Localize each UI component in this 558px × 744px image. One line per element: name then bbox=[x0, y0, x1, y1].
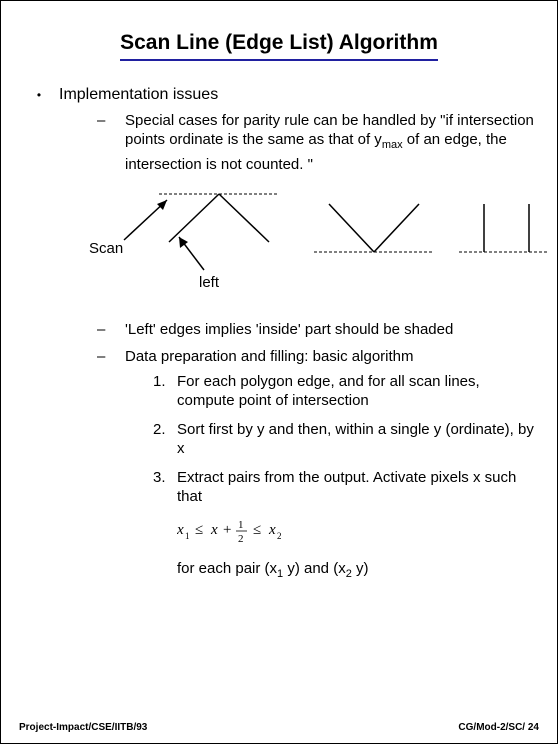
sub-item-2: – 'Left' edges implies 'inside' part sho… bbox=[97, 320, 539, 339]
fx1: x bbox=[177, 522, 184, 538]
fhalf2: 2 bbox=[238, 533, 244, 545]
fx1s: 1 bbox=[185, 531, 190, 541]
fhalf1: 1 bbox=[238, 519, 244, 531]
fle2: ≤ bbox=[253, 522, 261, 538]
slide-title: Scan Line (Edge List) Algorithm bbox=[120, 31, 438, 61]
num-item-1: 1. For each polygon edge, and for all sc… bbox=[153, 372, 539, 410]
dash-marker: – bbox=[97, 347, 125, 584]
peak-left bbox=[169, 194, 219, 242]
sub-text-1: Special cases for parity rule can be han… bbox=[125, 111, 539, 174]
sub-item-1: – Special cases for parity rule can be h… bbox=[97, 111, 539, 174]
bullet-level1: • Implementation issues bbox=[19, 85, 539, 105]
peak-right bbox=[219, 194, 269, 242]
numbered-list: 1. For each polygon edge, and for all sc… bbox=[153, 372, 539, 506]
sub-text-3: Data preparation and filling: basic algo… bbox=[125, 347, 539, 584]
num-item-3: 3. Extract pairs from the output. Activa… bbox=[153, 468, 539, 506]
fx2: x bbox=[268, 522, 276, 538]
fx: x bbox=[210, 522, 218, 538]
fle1: ≤ bbox=[195, 522, 203, 538]
footer-right: CG/Mod-2/SC/ 24 bbox=[458, 722, 539, 733]
num-2: 2. bbox=[153, 420, 177, 458]
fa-p2: y) and (x bbox=[283, 560, 346, 577]
valley-left bbox=[329, 204, 374, 252]
footer: Project-Impact/CSE/IITB/93 CG/Mod-2/SC/ … bbox=[19, 722, 539, 733]
formula-after: for each pair (x1 y) and (x2 y) bbox=[177, 559, 539, 584]
footer-left: Project-Impact/CSE/IITB/93 bbox=[19, 722, 147, 733]
sub1-ymax: max bbox=[382, 139, 403, 151]
formula-svg: x 1 ≤ x + 1 2 ≤ x 2 bbox=[177, 516, 337, 546]
edge-diagram-svg bbox=[89, 182, 547, 302]
dash-marker: – bbox=[97, 320, 125, 339]
sub-text-2: 'Left' edges implies 'inside' part shoul… bbox=[125, 320, 453, 339]
fx2s: 2 bbox=[277, 531, 282, 541]
scan-label: Scan bbox=[89, 240, 123, 257]
sub-item-3: – Data preparation and filling: basic al… bbox=[97, 347, 539, 584]
bullet-text: Implementation issues bbox=[59, 85, 218, 105]
num-text-3: Extract pairs from the output. Activate … bbox=[177, 468, 539, 506]
num-1: 1. bbox=[153, 372, 177, 410]
left-label: left bbox=[199, 274, 219, 291]
sub3-text: Data preparation and filling: basic algo… bbox=[125, 348, 414, 365]
valley-right bbox=[374, 204, 419, 252]
formula: x 1 ≤ x + 1 2 ≤ x 2 bbox=[177, 516, 539, 551]
num-text-2: Sort first by y and then, within a singl… bbox=[177, 420, 539, 458]
sub-list-2: – 'Left' edges implies 'inside' part sho… bbox=[97, 320, 539, 584]
dash-marker: – bbox=[97, 111, 125, 174]
fplus: + bbox=[223, 522, 231, 538]
num-text-1: For each polygon edge, and for all scan … bbox=[177, 372, 539, 410]
title-container: Scan Line (Edge List) Algorithm bbox=[19, 31, 539, 61]
fa-p4: y) bbox=[352, 560, 369, 577]
diagram-area: Scan left bbox=[89, 182, 547, 302]
num-3: 3. bbox=[153, 468, 177, 506]
slide-page: Scan Line (Edge List) Algorithm • Implem… bbox=[0, 0, 558, 744]
fa-p0: for each pair (x bbox=[177, 560, 277, 577]
sub-list: – Special cases for parity rule can be h… bbox=[97, 111, 539, 174]
num-item-2: 2. Sort first by y and then, within a si… bbox=[153, 420, 539, 458]
bullet-marker: • bbox=[19, 85, 59, 105]
